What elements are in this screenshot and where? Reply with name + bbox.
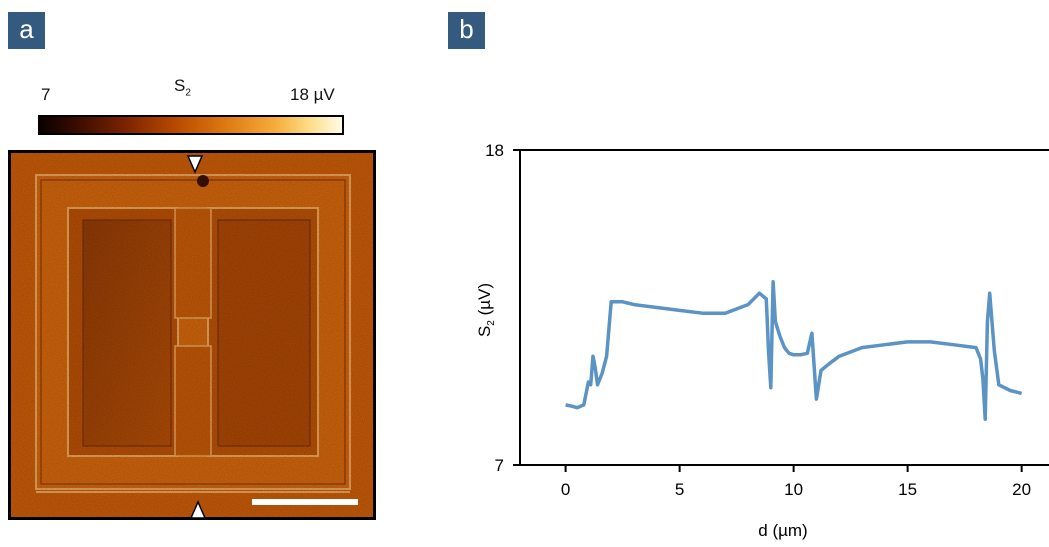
y-tick-label: 18	[485, 141, 504, 160]
colorbar-min-label: 7	[41, 85, 51, 104]
chart-ticks: 0 5 10 15 20 7 18	[485, 141, 1031, 499]
bottom-marker-icon	[189, 500, 207, 519]
colorbar-title-sub: 2	[185, 87, 191, 99]
colorbar-title-main: S	[174, 76, 186, 95]
y-axis-label: S2 (µV)	[475, 283, 497, 337]
colorbar-title: S2	[174, 76, 191, 98]
colorbar	[38, 115, 344, 135]
y-axis-label-sub: 2	[486, 320, 497, 326]
x-tick-label: 0	[561, 480, 570, 499]
x-tick-label: 10	[784, 480, 803, 499]
x-tick-label: 20	[1012, 480, 1031, 499]
y-axis-label-unit: (µV)	[475, 283, 494, 320]
chart-axes	[519, 149, 1049, 466]
top-marker-icon	[186, 155, 204, 174]
y-axis-label-main: S	[475, 326, 494, 337]
x-tick-label: 5	[675, 480, 684, 499]
line-chart: 0 5 10 15 20 7 18 d (µm) S2 (µV)	[475, 141, 1049, 540]
panel-a-label: a	[8, 12, 45, 49]
colorbar-max-label: 18 µV	[290, 85, 335, 104]
thermopower-map	[8, 150, 376, 520]
scale-bar	[252, 499, 358, 505]
series-line-0	[565, 279, 1023, 421]
panel-b-label: b	[448, 12, 485, 49]
y-tick-label: 7	[495, 456, 504, 475]
x-tick-label: 15	[898, 480, 917, 499]
x-axis-label: d (µm)	[758, 521, 807, 540]
chart-series	[565, 279, 1023, 421]
